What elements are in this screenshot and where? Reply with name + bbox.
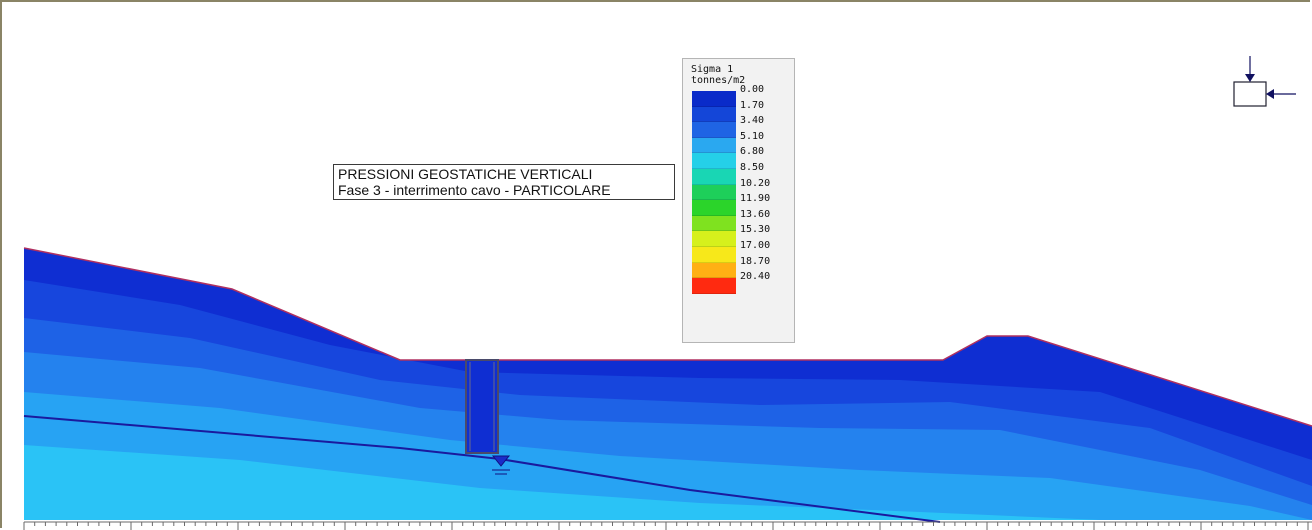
legend-value: 15.30 — [740, 224, 771, 236]
legend-swatch — [692, 168, 736, 185]
legend-value: 3.40 — [740, 115, 765, 127]
legend-item: 6.80 — [692, 146, 792, 169]
legend-swatch — [692, 137, 736, 154]
legend-item: 11.90 — [692, 193, 792, 216]
legend-value: 6.80 — [740, 146, 765, 158]
legend-item: 17.00 — [692, 240, 792, 263]
annotation-box: PRESSIONI GEOSTATICHE VERTICALI Fase 3 -… — [333, 164, 675, 200]
legend-value: 10.20 — [740, 177, 771, 189]
trench-fill — [465, 359, 499, 454]
legend-title: Sigma 1 tonnes/m2 — [691, 64, 745, 86]
legend-unit: tonnes/m2 — [691, 75, 746, 86]
horizontal-ruler — [23, 521, 1312, 530]
legend-swatch — [692, 278, 736, 294]
legend-rows: 0.00 1.70 3.40 5.10 6.80 8.50 10.20 11.90 13.60 1… — [692, 84, 792, 294]
legend-value: 8.50 — [740, 161, 765, 173]
legend-value: 20.40 — [740, 271, 771, 283]
legend-value: 1.70 — [740, 99, 765, 111]
legend-item: 1.70 — [692, 100, 792, 123]
legend-quantity: Sigma 1 — [691, 64, 734, 75]
legend-item: 5.10 — [692, 131, 792, 154]
legend-swatch — [692, 153, 736, 169]
legend-value: 17.00 — [740, 239, 771, 251]
trench — [465, 359, 499, 454]
legend-swatch — [692, 231, 736, 247]
water-level-icon — [491, 455, 511, 475]
legend-item: 8.50 — [692, 162, 792, 185]
legend-swatch — [692, 246, 736, 263]
legend-item: 0.00 — [692, 84, 792, 107]
legend-swatch — [692, 200, 736, 216]
legend-swatch — [692, 215, 736, 232]
legend-swatch — [692, 122, 736, 138]
legend-item: 18.70 — [692, 256, 792, 279]
legend-value: 5.10 — [740, 130, 765, 142]
annotation-subtitle: Fase 3 - interrimento cavo - PARTICOLARE — [338, 182, 611, 198]
legend-value: 11.90 — [740, 193, 771, 205]
legend-value: 0.00 — [740, 84, 765, 95]
ground-surface-line — [23, 247, 1312, 427]
legend-value: 18.70 — [740, 255, 771, 267]
annotation-title: PRESSIONI GEOSTATICHE VERTICALI — [338, 166, 593, 182]
legend-swatch — [692, 106, 736, 123]
legend-item: 3.40 — [692, 115, 792, 138]
legend-swatch — [692, 184, 736, 201]
legend-item: 13.60 — [692, 209, 792, 232]
legend-value: 13.60 — [740, 208, 771, 220]
load-direction-icon — [1233, 56, 1296, 107]
legend-item: 20.40 — [692, 271, 792, 294]
legend-swatch — [692, 262, 736, 279]
color-legend: Sigma 1 tonnes/m2 0.00 1.70 3.40 5.10 6.80 8.… — [682, 58, 795, 343]
legend-swatch — [692, 91, 736, 107]
stress-band-6 — [24, 445, 1312, 520]
legend-item: 15.30 — [692, 224, 792, 247]
legend-item: 10.20 — [692, 178, 792, 201]
soil-body — [24, 248, 1312, 520]
